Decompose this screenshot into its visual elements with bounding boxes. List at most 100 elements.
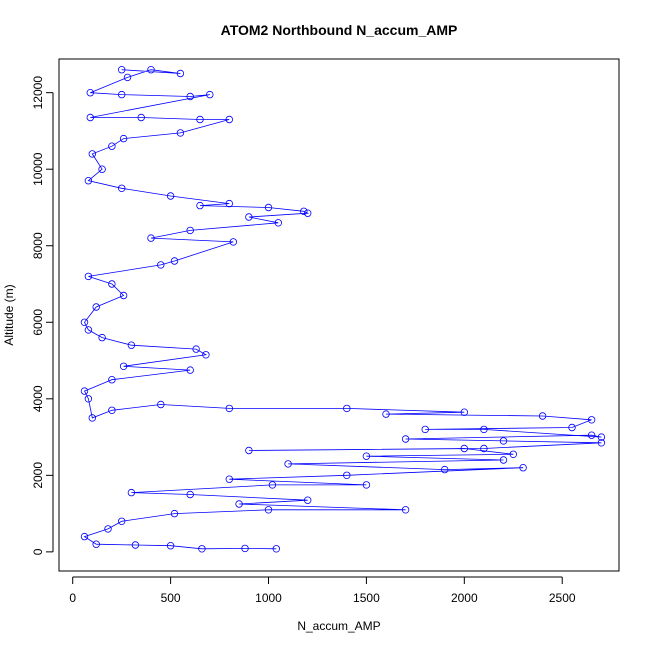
- data-point: [84, 395, 93, 403]
- data-point: [123, 73, 132, 82]
- data-point: [509, 450, 517, 458]
- data-point: [480, 444, 488, 453]
- x-axis: 0 500 1000 1500 2000 2500: [69, 576, 576, 605]
- data-point: [597, 439, 606, 447]
- y-axis: 0 2000 4000 6000 8000 10000 12000: [31, 76, 54, 555]
- data-point: [225, 115, 233, 124]
- data-point: [137, 113, 145, 122]
- data-point: [192, 345, 200, 353]
- data-point: [147, 234, 155, 242]
- data-point: [88, 414, 96, 422]
- data-point: [343, 404, 351, 413]
- x-tick-label: 2000: [451, 591, 478, 605]
- data-point: [186, 366, 194, 374]
- data-point: [568, 423, 576, 432]
- x-tick-label: 1500: [353, 591, 380, 605]
- data-point: [186, 490, 194, 499]
- data-point: [206, 90, 214, 99]
- data-point: [80, 532, 89, 541]
- data-point: [108, 376, 116, 384]
- data-point: [362, 481, 371, 489]
- data-point: [441, 465, 449, 474]
- data-point: [119, 134, 128, 143]
- data-point: [186, 92, 194, 101]
- data-point: [157, 400, 165, 409]
- data-point: [460, 444, 468, 453]
- data-point: [401, 435, 410, 443]
- data-point: [421, 425, 429, 434]
- data-point: [300, 207, 308, 215]
- series-layer: [80, 65, 606, 553]
- x-tick-label: 1000: [255, 591, 282, 605]
- data-point: [147, 65, 155, 74]
- series-line: [83, 69, 602, 550]
- data-point: [166, 542, 175, 550]
- data-point: [343, 471, 351, 479]
- data-point: [284, 460, 292, 468]
- data-point: [98, 333, 106, 342]
- data-point: [92, 303, 100, 311]
- data-point: [157, 261, 165, 269]
- data-point: [304, 209, 312, 217]
- data-point: [225, 199, 233, 208]
- data-point: [117, 65, 126, 74]
- x-tick-label: 2500: [549, 591, 576, 605]
- data-point: [362, 452, 371, 460]
- y-tick-label: 6000: [31, 309, 45, 336]
- y-tick-label: 4000: [31, 385, 45, 412]
- data-point: [264, 506, 273, 514]
- data-point: [245, 446, 253, 455]
- data-point: [104, 525, 112, 533]
- y-tick-label: 10000: [31, 152, 45, 186]
- y-tick-label: 12000: [31, 76, 45, 110]
- data-point: [117, 184, 126, 192]
- data-point: [597, 433, 606, 441]
- data-point: [80, 318, 89, 326]
- data-point: [166, 192, 175, 200]
- data-point: [202, 351, 210, 359]
- data-point: [519, 464, 527, 472]
- data-point: [198, 545, 206, 553]
- data-point: [84, 272, 93, 281]
- data-point: [119, 362, 128, 370]
- data-point: [460, 408, 468, 416]
- data-point: [196, 115, 204, 124]
- data-point: [196, 201, 204, 210]
- data-point: [84, 326, 93, 334]
- data-point: [499, 437, 508, 445]
- data-point: [480, 425, 488, 434]
- x-axis-label: N_accum_AMP: [297, 619, 380, 633]
- data-point: [235, 500, 243, 508]
- data-point: [538, 412, 547, 420]
- data-point: [127, 341, 136, 349]
- data-point: [587, 431, 596, 439]
- data-point: [80, 387, 89, 395]
- data-point: [186, 226, 194, 235]
- y-tick-label: 2000: [31, 462, 45, 489]
- data-point: [241, 544, 249, 553]
- data-point: [229, 238, 237, 246]
- x-tick-label: 500: [161, 591, 181, 605]
- data-point: [127, 488, 136, 497]
- y-axis-label: Altitude (m): [2, 284, 16, 345]
- plot-frame: [58, 58, 620, 572]
- data-point: [170, 257, 179, 265]
- data-point: [176, 69, 185, 78]
- data-point: [225, 404, 233, 413]
- data-point: [401, 506, 410, 514]
- data-point: [98, 165, 106, 173]
- data-point: [225, 475, 233, 483]
- data-point: [264, 203, 273, 212]
- data-point: [119, 291, 128, 300]
- x-tick-label: 0: [69, 591, 76, 605]
- data-point: [176, 129, 185, 137]
- data-point: [272, 545, 280, 553]
- data-point: [86, 88, 94, 97]
- chart-title: ATOM2 Northbound N_accum_AMP: [221, 22, 458, 38]
- data-point: [92, 540, 100, 548]
- data-point: [245, 213, 253, 221]
- data-point: [108, 142, 116, 150]
- data-point: [499, 456, 508, 464]
